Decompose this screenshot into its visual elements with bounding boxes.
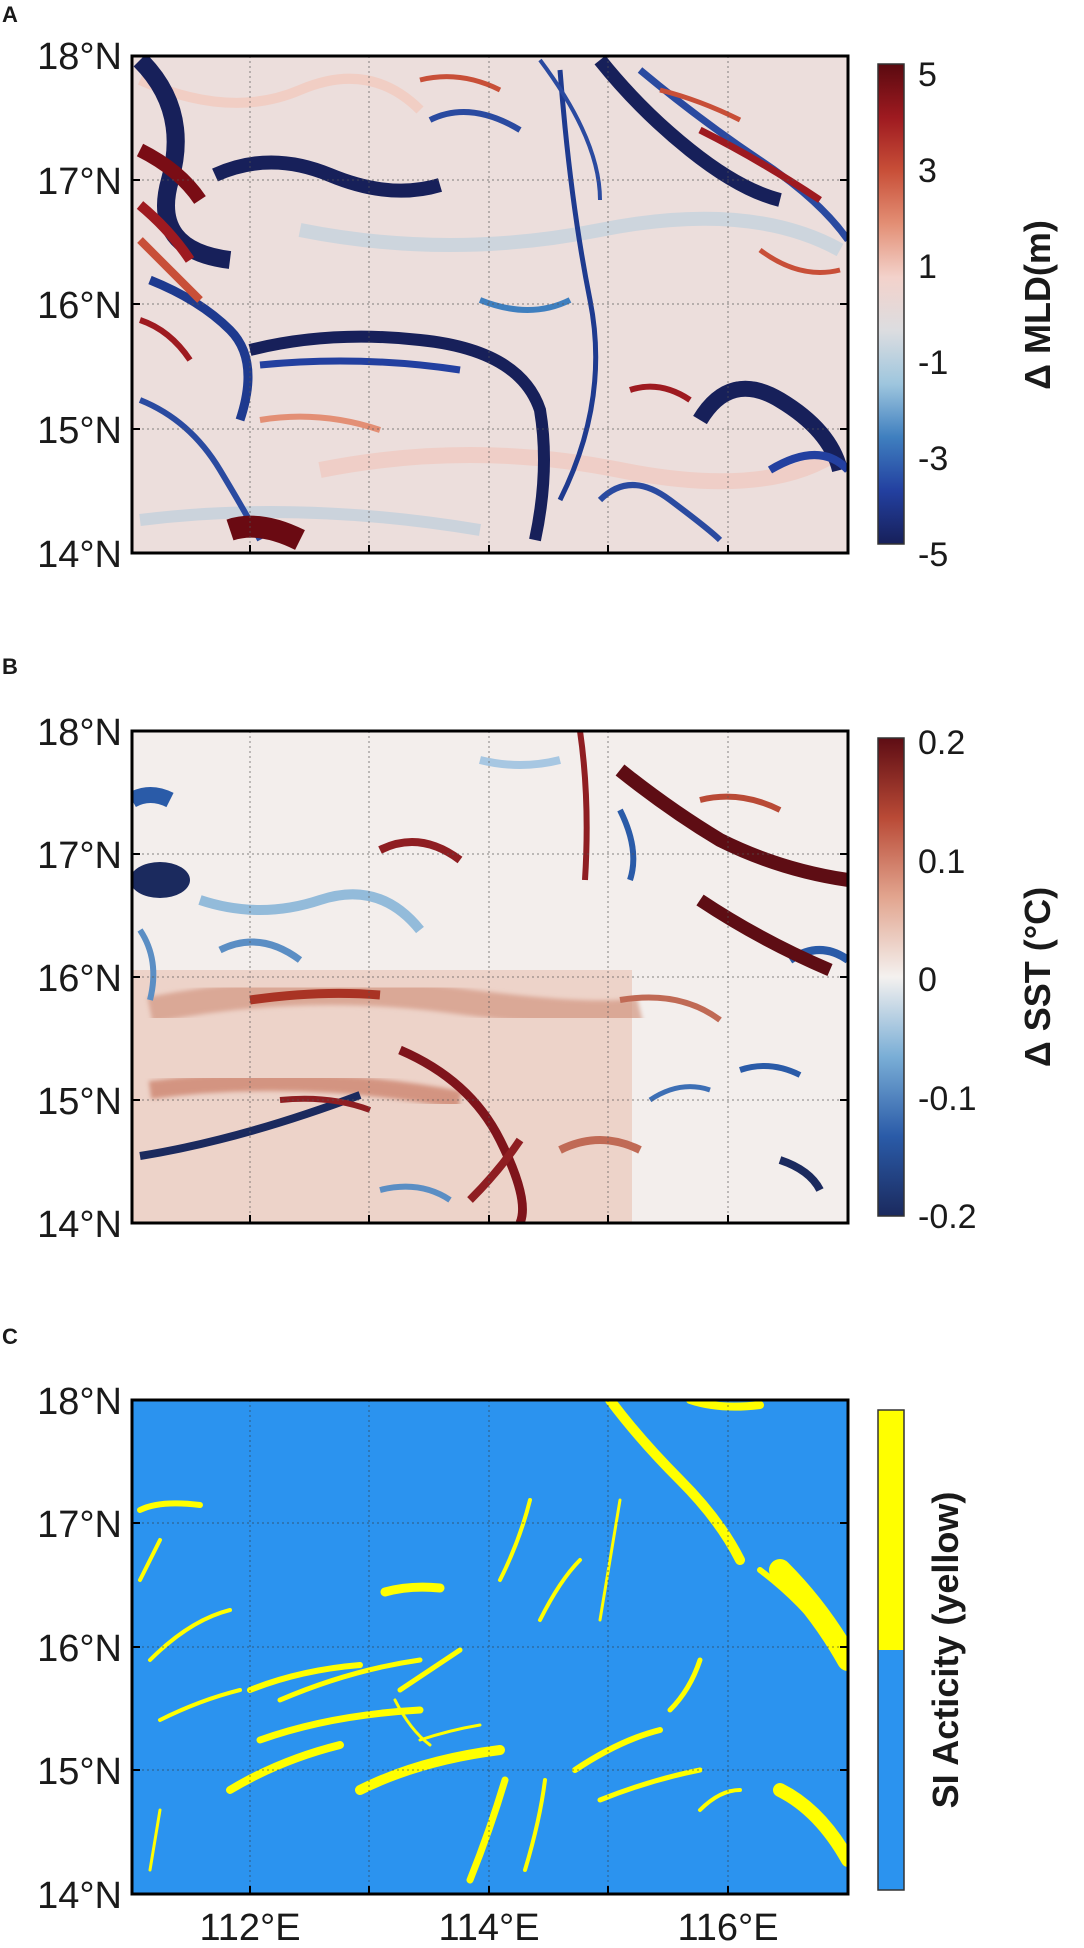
- ytick-label: 14°N: [37, 1875, 122, 1917]
- ytick-label: 18°N: [37, 36, 122, 78]
- colorbar-segment-blue: [878, 1650, 904, 1890]
- ytick-label: 16°N: [37, 958, 122, 1000]
- ytick-label: 15°N: [37, 410, 122, 452]
- ytick-label: 16°N: [37, 285, 122, 327]
- colorbar-tick-label: -0.2: [918, 1198, 977, 1236]
- colorbar-tick-label: 1: [918, 248, 937, 286]
- ytick-label: 17°N: [37, 835, 122, 877]
- ytick-label: 14°N: [37, 534, 122, 576]
- colorbar-label-b: Δ SST (°C): [1017, 887, 1058, 1067]
- colorbar-tick-label: -5: [918, 536, 948, 574]
- colorbar-label-a: Δ MLD(m): [1017, 220, 1058, 390]
- colorbar-c: [877, 1409, 905, 1891]
- ytick-label: 17°N: [37, 1504, 122, 1546]
- x-tick-labels-c: 112°E 114°E 116°E: [199, 1907, 778, 1948]
- ticks-b: [132, 853, 848, 1223]
- panel-label-a: A: [2, 2, 18, 27]
- colorbar-label-c: SI Acticity (yellow): [925, 1492, 966, 1809]
- ticks-c: [132, 1522, 848, 1894]
- panel-b: B: [2, 654, 1058, 1246]
- colorbar-b: [877, 737, 905, 1217]
- ytick-label: 17°N: [37, 161, 122, 203]
- grid-a: [132, 56, 848, 553]
- ticks-a: [132, 179, 848, 553]
- panel-a: A: [2, 2, 1058, 576]
- colorbar-tick-label: 0.1: [918, 843, 965, 881]
- colorbar-a: [877, 63, 905, 545]
- xtick-label: 112°E: [199, 1907, 300, 1948]
- ytick-label: 18°N: [37, 1381, 122, 1423]
- colorbar-tick-label: 0.2: [918, 724, 965, 762]
- colorbar-tick-label: 5: [918, 56, 937, 94]
- ytick-label: 15°N: [37, 1081, 122, 1123]
- ytick-label: 15°N: [37, 1751, 122, 1793]
- colorbar-tick-label: -0.1: [918, 1080, 977, 1118]
- panel-label-c: C: [2, 1324, 18, 1349]
- colorbar-ticks-a: 5 3 1 -1 -3 -5: [918, 56, 948, 574]
- xtick-label: 114°E: [438, 1907, 539, 1948]
- y-tick-labels-b: 18°N 17°N 16°N 15°N 14°N: [37, 712, 122, 1246]
- colorbar-tick-label: -3: [918, 440, 948, 478]
- xtick-label: 116°E: [677, 1907, 778, 1948]
- panel-label-b: B: [2, 654, 18, 679]
- y-tick-labels-c: 18°N 17°N 16°N 15°N 14°N: [37, 1381, 122, 1917]
- panel-c: C: [2, 1324, 966, 1948]
- colorbar-segment-yellow: [878, 1410, 904, 1650]
- colorbar-tick-label: 0: [918, 961, 937, 999]
- y-tick-labels-a: 18°N 17°N 16°N 15°N 14°N: [37, 36, 122, 576]
- grid-b: [132, 731, 848, 1223]
- colorbar-tick-label: 3: [918, 152, 937, 190]
- ytick-label: 18°N: [37, 712, 122, 754]
- ytick-label: 16°N: [37, 1628, 122, 1670]
- mld-field: [132, 56, 848, 553]
- colorbar-tick-label: -1: [918, 344, 948, 382]
- colorbar-ticks-b: 0.2 0.1 0 -0.1 -0.2: [918, 724, 977, 1236]
- si-activity-field: [132, 1400, 848, 1894]
- grid-c: [132, 1400, 848, 1894]
- ytick-label: 14°N: [37, 1204, 122, 1246]
